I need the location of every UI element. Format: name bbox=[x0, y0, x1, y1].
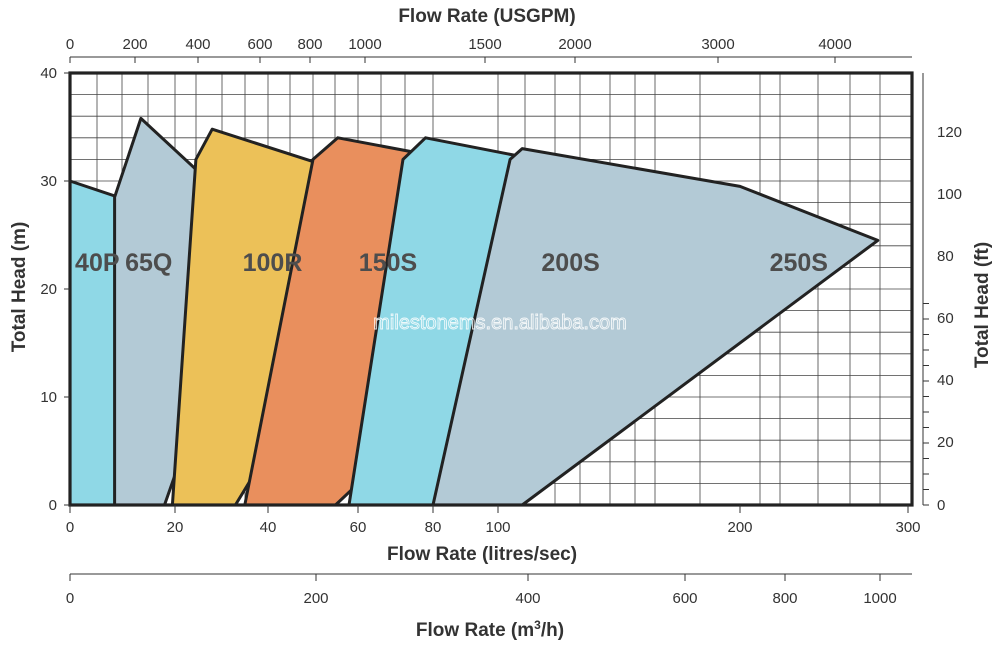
region-label-100r: 100R bbox=[243, 249, 303, 277]
right-tick-label: 0 bbox=[937, 497, 945, 514]
region-label-250s: 250S bbox=[770, 249, 828, 277]
bottom-tick-label: 80 bbox=[425, 519, 442, 536]
bottom-tick-label: 20 bbox=[167, 519, 184, 536]
m3h-tick-label: 200 bbox=[303, 590, 328, 607]
right-tick-label: 60 bbox=[937, 310, 954, 327]
left-tick-label: 30 bbox=[40, 173, 57, 190]
left-tick-label: 20 bbox=[40, 281, 57, 298]
top-tick-label: 2000 bbox=[558, 36, 591, 53]
m3h-tick-label: 400 bbox=[515, 590, 540, 607]
top-tick-label: 400 bbox=[185, 36, 210, 53]
top-tick-label: 600 bbox=[247, 36, 272, 53]
m3h-tick-label: 0 bbox=[66, 590, 74, 607]
right-tick-label: 40 bbox=[937, 372, 954, 389]
region-labels: 40P 65Q 100R 150S 200S 250S bbox=[75, 249, 828, 277]
top-tick-label: 3000 bbox=[701, 36, 734, 53]
region-label-40p: 40P bbox=[75, 249, 119, 277]
bottom-tick-label: 300 bbox=[895, 519, 920, 536]
right-axis-title: Total Head (ft) bbox=[972, 242, 993, 368]
bottom-tick-label: 60 bbox=[350, 519, 367, 536]
left-tick-label: 10 bbox=[40, 389, 57, 406]
m3h-tick-label: 600 bbox=[672, 590, 697, 607]
bottom-tick-label: 200 bbox=[727, 519, 752, 536]
m3h-axis-title: Flow Rate (m3/h) bbox=[416, 618, 564, 641]
region-label-65q: 65Q bbox=[125, 249, 172, 277]
top-tick-label: 1500 bbox=[468, 36, 501, 53]
top-tick-label: 200 bbox=[122, 36, 147, 53]
region-label-200s: 200S bbox=[541, 249, 599, 277]
top-tick-label: 1000 bbox=[348, 36, 381, 53]
left-axis-title: Total Head (m) bbox=[9, 222, 30, 353]
pump-regions bbox=[68, 116, 880, 507]
region-label-150s: 150S bbox=[359, 249, 417, 277]
bottom-tick-label: 0 bbox=[66, 519, 74, 536]
right-tick-label: 80 bbox=[937, 248, 954, 265]
right-tick-label: 120 bbox=[937, 124, 962, 141]
left-tick-label: 0 bbox=[49, 497, 57, 514]
left-tick-label: 40 bbox=[40, 65, 57, 82]
top-tick-label: 0 bbox=[66, 36, 74, 53]
m3h-tick-label: 1000 bbox=[863, 590, 896, 607]
m3h-tick-label: 800 bbox=[772, 590, 797, 607]
right-tick-label: 20 bbox=[937, 434, 954, 451]
bottom-tick-label: 100 bbox=[485, 519, 510, 536]
bottom-axis-title: Flow Rate (litres/sec) bbox=[387, 544, 577, 565]
bottom-tick-label: 40 bbox=[260, 519, 277, 536]
top-tick-label: 4000 bbox=[818, 36, 851, 53]
top-tick-label: 800 bbox=[297, 36, 322, 53]
watermark: milestonems.en.alibaba.com bbox=[373, 312, 626, 334]
right-tick-label: 100 bbox=[937, 186, 962, 203]
top-axis-title: Flow Rate (USGPM) bbox=[398, 6, 575, 27]
